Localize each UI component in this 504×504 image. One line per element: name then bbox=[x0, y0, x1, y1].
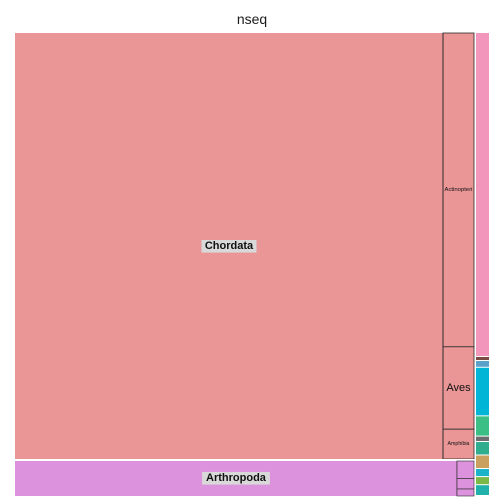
group-small-4 bbox=[476, 416, 489, 436]
group-small-8 bbox=[476, 469, 489, 477]
cell-arthropoda-sub-0 bbox=[456, 460, 475, 479]
group-small-9 bbox=[476, 477, 489, 485]
group-label-arthropoda-bg bbox=[202, 471, 270, 485]
cell-label-amphibia: Amphibia bbox=[448, 441, 471, 447]
group-small-7 bbox=[476, 455, 489, 469]
group-label-chordata-bg bbox=[201, 239, 257, 253]
cell-arthropoda-sub-2 bbox=[456, 488, 475, 497]
group-small-3 bbox=[476, 367, 489, 416]
cell-label-actinopteri: Actinopteri bbox=[445, 187, 473, 193]
group-label-arthropoda: Arthropoda bbox=[206, 472, 267, 484]
group-gap bbox=[15, 459, 474, 461]
group-label-chordata: Chordata bbox=[205, 240, 254, 252]
cell-label-aves: Aves bbox=[446, 382, 471, 394]
cell-arthropoda-sub-1 bbox=[456, 478, 475, 490]
cell-chordata-actinopteri bbox=[442, 32, 475, 348]
group-small-2 bbox=[476, 361, 489, 367]
cell-chordata-aves bbox=[442, 346, 475, 430]
chart-title: nseq bbox=[236, 11, 268, 27]
group-small-10 bbox=[476, 485, 489, 495]
group-small-6 bbox=[476, 442, 489, 455]
group-small-5 bbox=[476, 436, 489, 442]
group-small-1 bbox=[476, 356, 489, 361]
group-small-0 bbox=[476, 33, 489, 356]
cell-chordata-amphibia bbox=[442, 428, 475, 460]
